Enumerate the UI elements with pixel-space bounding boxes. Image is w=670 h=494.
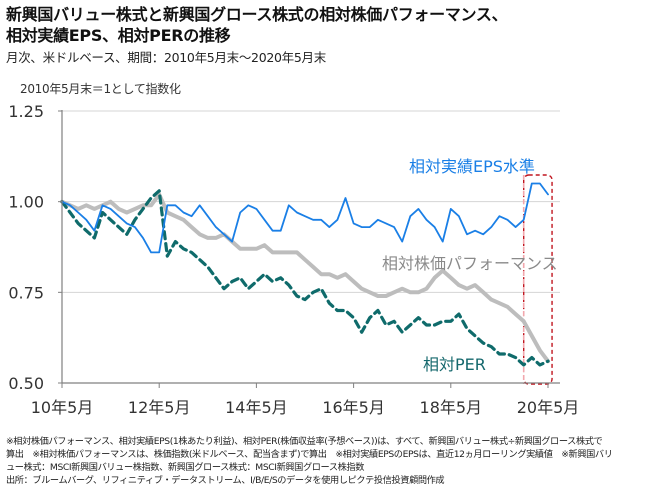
chart-subtitle: 月次、米ドルベース、期間：2010年5月末～2020年5月末 xyxy=(6,50,326,65)
x-tick-label: 14年5月 xyxy=(225,398,288,417)
axes xyxy=(58,110,560,388)
chart-title-line-2: 相対実績EPS、相対PERの推移 xyxy=(6,26,231,45)
footnote-line: 算出 ※相対株価パフォーマンスは、株価指数(米ドルベース、配当含まず)で算出 ※… xyxy=(6,449,613,460)
y-tick-label: 1.25 xyxy=(8,102,44,121)
chart-title: 新興国バリュー株式と新興国グロース株式の相対株価パフォーマンス、 相対実績EPS… xyxy=(6,4,508,46)
highlight-rect xyxy=(523,174,553,385)
series-line-performance xyxy=(60,192,550,364)
index-note: 2010年5月末＝1として指数化 xyxy=(20,82,181,96)
series-group xyxy=(60,182,550,367)
x-tick-label: 18年5月 xyxy=(420,398,483,417)
tick-labels: 1.25 1.00 0.75 0.50 10年5月 12年5月 14年5月 16年5月 18年5… xyxy=(8,102,579,417)
source-line: 出所：ブルームバーグ、リフィニティブ・データストリーム、I/B/E/Sのデータを… xyxy=(6,475,445,486)
series-line-per xyxy=(60,189,550,367)
x-tick-label: 12年5月 xyxy=(128,398,191,417)
y-tick-label: 0.50 xyxy=(8,374,44,393)
y-tick-label: 0.75 xyxy=(8,283,44,302)
y-tick-label: 1.00 xyxy=(8,193,44,212)
series-label-eps: 相対実績EPS水準 xyxy=(409,157,535,176)
footnote-line: ※相対株価パフォーマンス、相対実績EPS(1株あたり利益)、相対PER(株価収益… xyxy=(6,436,603,447)
chart-title-line-1: 新興国バリュー株式と新興国グロース株式の相対株価パフォーマンス、 xyxy=(6,5,508,24)
x-tick-label: 16年5月 xyxy=(322,398,385,417)
x-tick-label: 10年5月 xyxy=(31,398,94,417)
footnotes: ※相対株価パフォーマンス、相対実績EPS(1株あたり利益)、相対PER(株価収益… xyxy=(6,435,666,487)
highlight-box xyxy=(522,174,553,385)
series-line-eps xyxy=(61,182,549,254)
series-label-performance: 相対株価パフォーマンス xyxy=(382,254,558,273)
x-tick-label: 20年5月 xyxy=(517,398,580,417)
series-label-per: 相対PER xyxy=(423,355,486,374)
footnote-line: ュー株式：MSCI新興国バリュー株指数、新興国グロース株式：MSCI新興国グロー… xyxy=(6,462,364,473)
